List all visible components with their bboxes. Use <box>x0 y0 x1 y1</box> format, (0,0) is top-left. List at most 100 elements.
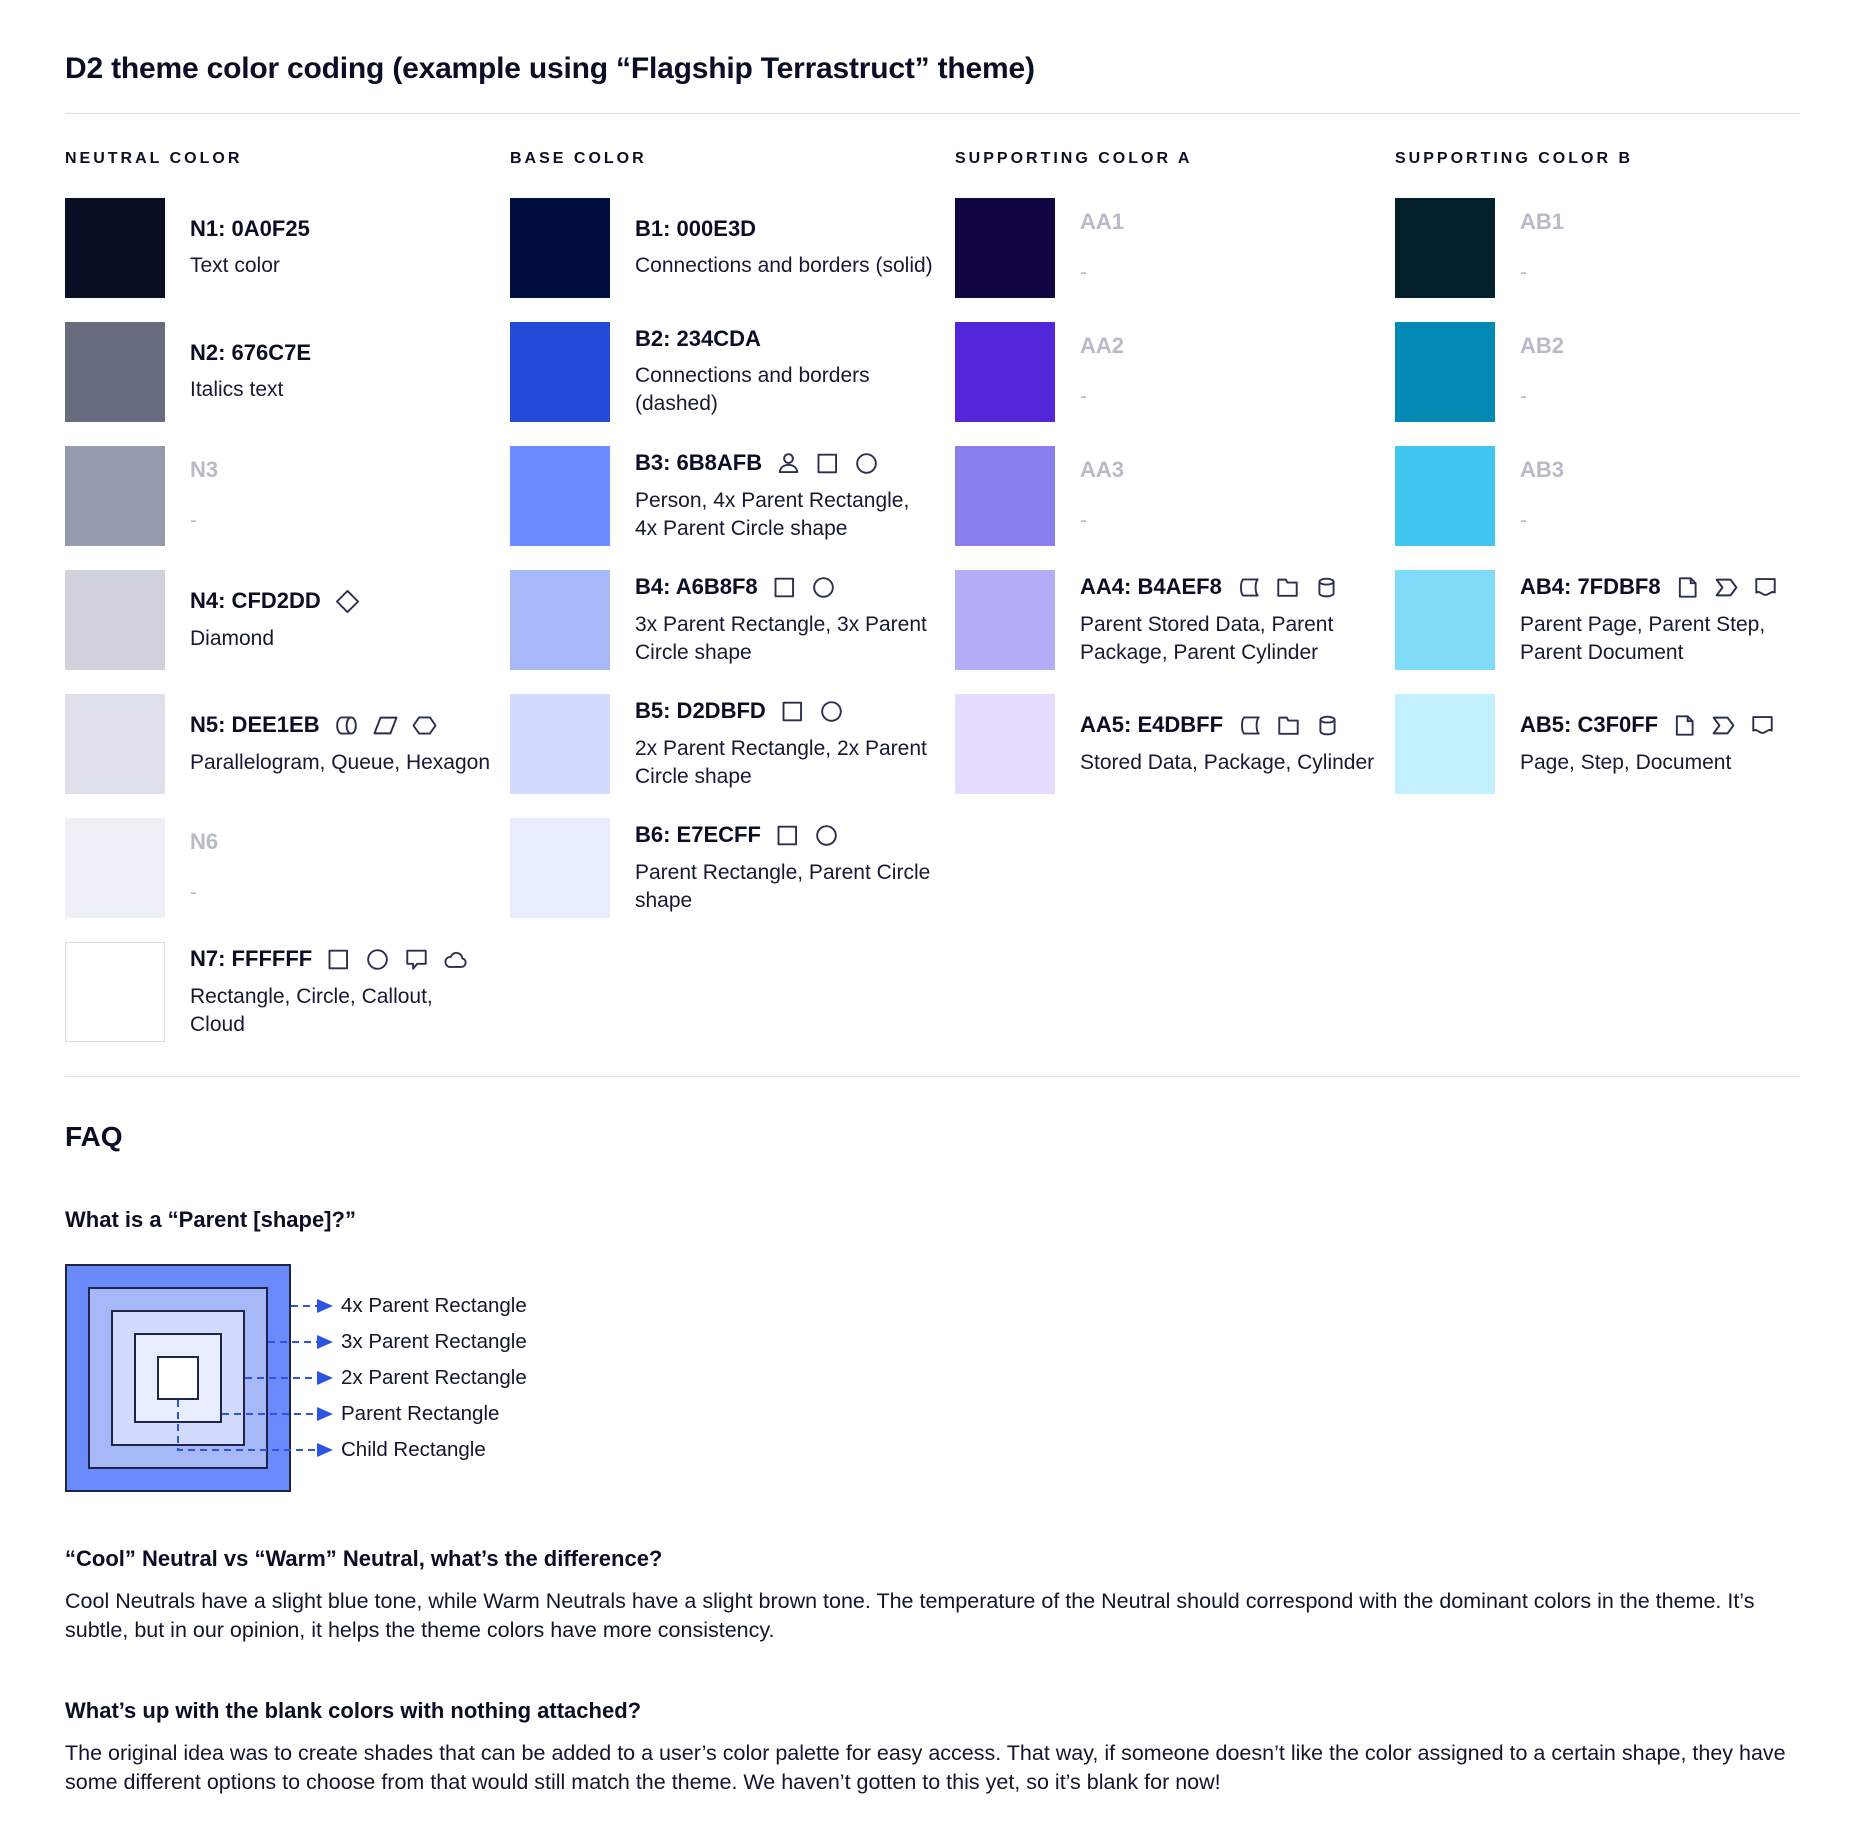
swatch-row: AA4: B4AEF8 Parent Stored Data, Parent P… <box>955 570 1395 670</box>
swatch-desc: Parent Rectangle, Parent Circle shape <box>635 860 931 912</box>
package-icon <box>1275 712 1302 739</box>
swatch-text: AB4: 7FDBF8 Parent Page, Parent Step, Pa… <box>1520 574 1822 666</box>
swatch-title: AB3 <box>1520 457 1822 483</box>
swatch-row: AB1 - <box>1395 198 1800 298</box>
package-icon <box>1274 574 1301 601</box>
swatch-label: N4: CFD2DD <box>190 588 321 614</box>
swatch-label: B1: 000E3D <box>635 216 757 242</box>
column-body: B1: 000E3D Connections and borders (soli… <box>510 198 955 918</box>
swatch-text: N4: CFD2DD Diamond <box>190 588 492 653</box>
stored-data-icon <box>1236 712 1263 739</box>
swatch-desc: - <box>1080 385 1087 409</box>
cloud-icon <box>442 946 469 973</box>
swatch-row: N7: FFFFFF Rectangle, Circle, Callout, C… <box>65 942 510 1042</box>
swatch-icons <box>1235 574 1340 601</box>
swatch-label: B6: E7ECFF <box>635 822 761 848</box>
swatch-label: B2: 234CDA <box>635 326 761 352</box>
swatch-desc: Stored Data, Package, Cylinder <box>1080 750 1375 774</box>
swatch-title: AA2 <box>1080 333 1382 359</box>
swatch-text: B5: D2DBFD 2x Parent Rectangle, 2x Paren… <box>635 698 937 790</box>
color-columns: NEUTRAL COLOR N1: 0A0F25 Text color N2: … <box>65 150 1800 1066</box>
swatch-label: AA5: E4DBFF <box>1080 712 1224 738</box>
swatch-row: N1: 0A0F25 Text color <box>65 198 510 298</box>
swatch-row: AA2 - <box>955 322 1395 422</box>
color-swatch <box>1395 446 1495 546</box>
column-header: SUPPORTING COLOR A <box>955 150 1193 167</box>
parent-shape-diagram: 4x Parent Rectangle 3x Parent Rectangle 2x… <box>65 1264 785 1492</box>
circle-icon <box>813 822 840 849</box>
color-swatch <box>1395 198 1495 298</box>
swatch-label: AB2 <box>1520 333 1565 359</box>
swatch-desc: Connections and borders (solid) <box>635 254 933 278</box>
swatch-label: AB5: C3F0FF <box>1520 712 1659 738</box>
swatch-desc: 2x Parent Rectangle, 2x Parent Circle sh… <box>635 736 927 788</box>
diagram-label-4: Child Rectangle <box>341 1438 486 1461</box>
swatch-desc: - <box>1080 261 1087 285</box>
swatch-row: AB4: 7FDBF8 Parent Page, Parent Step, Pa… <box>1395 570 1800 670</box>
page-icon <box>1671 712 1698 739</box>
circle-icon <box>810 574 837 601</box>
swatch-label: B5: D2DBFD <box>635 698 766 724</box>
swatch-icons <box>1236 712 1341 739</box>
swatch-title: AA3 <box>1080 457 1382 483</box>
swatch-label: B4: A6B8F8 <box>635 574 758 600</box>
color-swatch <box>955 570 1055 670</box>
diagram-layer-4 <box>157 1356 199 1400</box>
swatch-title: B2: 234CDA <box>635 326 937 352</box>
swatch-label: N6 <box>190 829 219 855</box>
faq-question-blank-colors: What’s up with the blank colors with not… <box>65 1698 642 1724</box>
swatch-icons <box>774 822 840 849</box>
rectangle-icon <box>325 946 352 973</box>
swatch-title: N5: DEE1EB <box>190 712 492 739</box>
swatch-row: N5: DEE1EB Parallelogram, Queue, Hexagon <box>65 694 510 794</box>
color-column: BASE COLOR B1: 000E3D Connections and bo… <box>510 150 955 1066</box>
swatch-row: B4: A6B8F8 3x Parent Rectangle, 3x Paren… <box>510 570 955 670</box>
parallelogram-icon <box>372 712 399 739</box>
swatch-title: AB5: C3F0FF <box>1520 712 1822 739</box>
swatch-text: N7: FFFFFF Rectangle, Circle, Callout, C… <box>190 946 492 1038</box>
swatch-row: N2: 676C7E Italics text <box>65 322 510 422</box>
swatch-row: B2: 234CDA Connections and borders (dash… <box>510 322 955 422</box>
page-icon <box>1674 574 1701 601</box>
diagram-label-3: Parent Rectangle <box>341 1402 500 1425</box>
color-swatch <box>1395 570 1495 670</box>
swatch-title: B3: 6B8AFB <box>635 450 937 477</box>
color-swatch <box>65 198 165 298</box>
swatch-desc: Rectangle, Circle, Callout, Cloud <box>190 984 433 1036</box>
swatch-row: AA5: E4DBFF Stored Data, Package, Cylind… <box>955 694 1395 794</box>
queue-icon <box>333 712 360 739</box>
color-swatch <box>955 694 1055 794</box>
swatch-label: N2: 676C7E <box>190 340 312 366</box>
swatch-text: B2: 234CDA Connections and borders (dash… <box>635 326 937 417</box>
faq-question-parent-shape: What is a “Parent [shape]?” <box>65 1207 356 1232</box>
color-swatch <box>510 446 610 546</box>
swatch-title: N3 <box>190 457 492 483</box>
color-swatch <box>65 570 165 670</box>
swatch-row: AA1 - <box>955 198 1395 298</box>
swatch-text: B4: A6B8F8 3x Parent Rectangle, 3x Paren… <box>635 574 937 666</box>
swatch-desc: - <box>1520 261 1527 285</box>
swatch-text: AB2 - <box>1520 333 1822 411</box>
swatch-text: AB1 - <box>1520 209 1822 287</box>
swatch-desc: Diamond <box>190 626 275 650</box>
circle-icon <box>853 450 880 477</box>
swatch-row: B5: D2DBFD 2x Parent Rectangle, 2x Paren… <box>510 694 955 794</box>
connector-line-child <box>177 1400 333 1457</box>
color-swatch <box>510 198 610 298</box>
diagram-label-2: 2x Parent Rectangle <box>341 1366 527 1389</box>
swatch-label: N3 <box>190 457 219 483</box>
column-header: SUPPORTING COLOR B <box>1395 150 1634 167</box>
section-divider <box>65 1076 1800 1077</box>
swatch-text: N3 - <box>190 457 492 535</box>
swatch-desc: - <box>1520 509 1527 533</box>
swatch-icons <box>334 588 361 615</box>
diamond-icon <box>334 588 361 615</box>
color-swatch <box>510 570 610 670</box>
swatch-text: AA4: B4AEF8 Parent Stored Data, Parent P… <box>1080 574 1382 666</box>
swatch-desc: Text color <box>190 254 280 278</box>
swatch-label: AA1 <box>1080 209 1125 235</box>
rectangle-icon <box>774 822 801 849</box>
swatch-icons <box>325 946 469 973</box>
step-icon <box>1713 574 1740 601</box>
